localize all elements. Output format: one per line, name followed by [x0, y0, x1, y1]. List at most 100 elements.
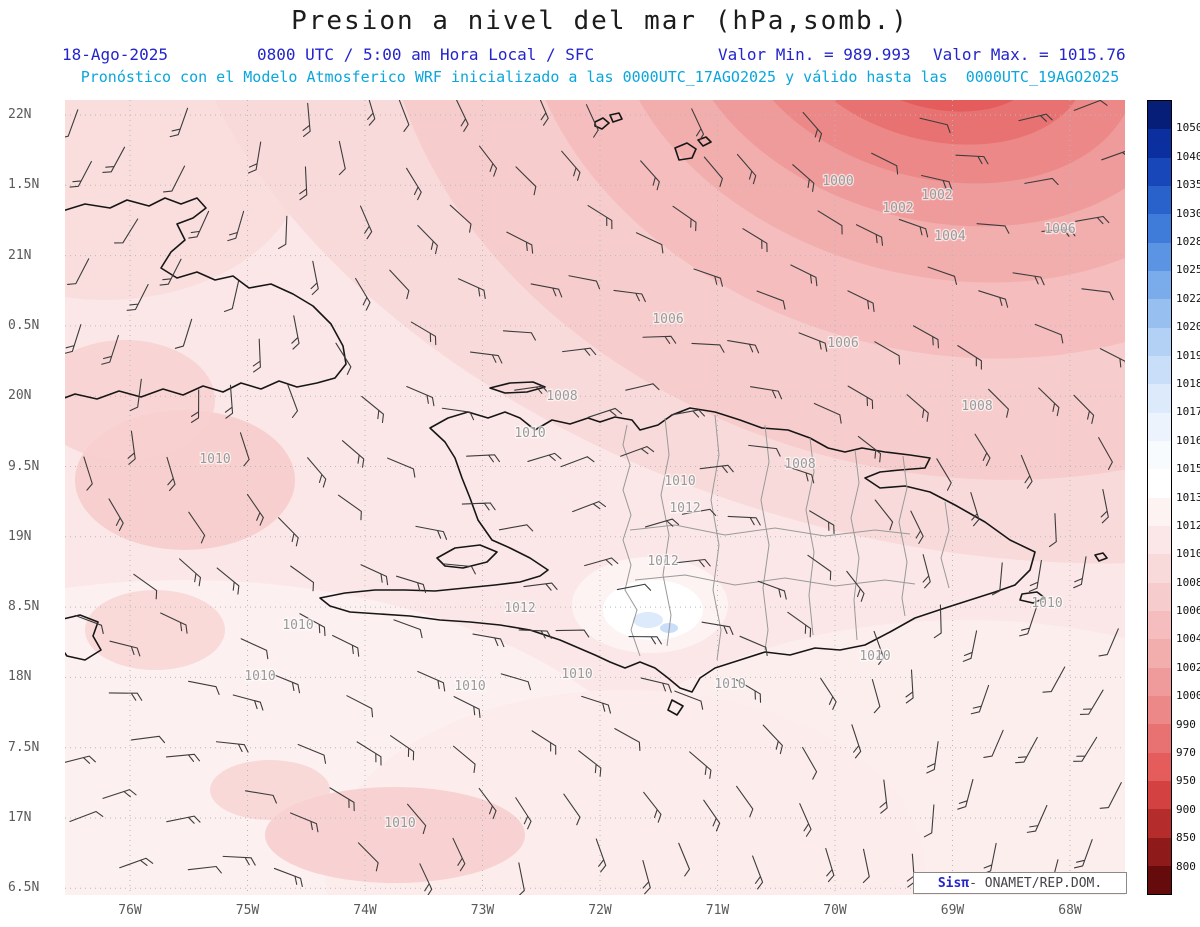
wind-barb-icon — [398, 100, 410, 132]
wind-barb-icon — [976, 223, 1010, 234]
map-title: Presion a nivel del mar (hPa,somb.) — [291, 6, 909, 36]
contour-label: 1012 — [669, 501, 700, 516]
wind-barb-icon — [187, 865, 222, 874]
wind-barb-icon — [1012, 272, 1045, 286]
wind-barb-icon — [130, 735, 166, 744]
wind-barb-icon — [518, 629, 552, 639]
colorbar-tick-label: 800 — [1176, 859, 1196, 873]
wind-barb-icon — [1019, 606, 1038, 637]
wind-barb-icon — [119, 857, 154, 869]
wind-barb-icon — [178, 558, 202, 587]
wind-barb-icon — [921, 174, 953, 191]
wind-barb-icon — [983, 729, 1004, 758]
wind-barb-icon — [642, 860, 651, 895]
colorbar-tick-label: 1016 — [1176, 433, 1200, 447]
wind-barb-icon — [762, 724, 783, 755]
contour-label: 1010 — [1031, 596, 1062, 611]
wind-barb-icon — [224, 384, 234, 419]
wind-barb-icon — [240, 638, 269, 660]
wind-barb-icon — [469, 351, 503, 364]
wind-barb-icon — [970, 684, 990, 715]
lat-axis-label: 0.5N — [8, 317, 40, 333]
wind-barb-icon — [356, 741, 382, 766]
longitude-axis: 76W 75W 74W 73W 72W 71W 70W 69W 68W — [65, 903, 1125, 921]
lat-axis-label: 6.5N — [8, 880, 40, 896]
wind-barb-icon — [962, 630, 978, 662]
wind-barb-icon — [933, 604, 942, 639]
colorbar-segment — [1148, 355, 1171, 385]
wind-barb-icon — [748, 444, 781, 457]
wind-barb-icon — [449, 204, 472, 233]
wind-barb-icon — [252, 338, 261, 373]
wind-barb-icon — [825, 847, 835, 883]
colorbar-segment — [1148, 639, 1171, 668]
wind-barb-icon — [415, 525, 448, 540]
wind-barb-icon — [1098, 628, 1119, 657]
wind-barb-icon — [246, 493, 264, 526]
wind-barb-icon — [847, 385, 874, 410]
colorbar-segment — [1148, 440, 1171, 470]
wind-barb-icon — [102, 789, 137, 799]
contour-label: 1010 — [244, 669, 275, 684]
wind-barb-icon — [515, 797, 532, 830]
colorbar-tick-label: 1004 — [1176, 632, 1200, 646]
wind-barb-icon — [578, 750, 602, 777]
latitude-axis: 22N 1.5N 21N 0.5N 20N 9.5N 19N 8.5N 18N 7.5N 17N 6.… — [8, 100, 62, 895]
wind-barb-icon — [101, 334, 119, 365]
wind-barb-icon — [670, 409, 706, 418]
lat-axis-label: 7.5N — [8, 739, 40, 755]
wind-barb-icon — [919, 117, 951, 134]
wind-barb-icon — [337, 494, 362, 521]
wind-barb-icon — [359, 205, 373, 240]
wind-barb-icon — [588, 407, 623, 418]
colorbar-segment — [1148, 582, 1171, 611]
wind-barb-icon — [625, 383, 660, 391]
wind-barb-icon — [703, 156, 723, 188]
wind-barb-icon — [387, 457, 416, 478]
wind-barb-icon — [455, 100, 469, 132]
colorbar-segment — [1148, 327, 1171, 356]
wind-barb-icon — [752, 855, 764, 890]
wind-barb-icon — [531, 730, 557, 755]
wind-barb-icon — [443, 563, 476, 575]
wind-barb-icon — [1073, 556, 1087, 589]
wind-barb-icon — [862, 848, 870, 884]
wind-barb-icon — [346, 695, 374, 718]
wind-barb-icon — [613, 289, 646, 303]
wind-barb-icon — [166, 815, 201, 824]
wind-barb-icon — [502, 330, 536, 341]
colorbar-tick-label: 1020 — [1176, 320, 1200, 334]
wind-barb-icon — [595, 838, 607, 873]
wind-barb-icon — [216, 567, 240, 595]
contour-label: 1004 — [934, 229, 965, 244]
wind-barb-icon — [736, 153, 757, 185]
wind-barb-icon — [813, 402, 842, 424]
colorbar-segment — [1148, 299, 1171, 328]
wind-barb-icon — [798, 332, 828, 352]
wind-barb-icon — [912, 325, 940, 349]
wind-barb-icon — [332, 634, 360, 657]
wind-barb-icon — [1073, 736, 1098, 762]
wind-barb-icon — [67, 258, 90, 285]
wind-barb-icon — [453, 696, 481, 718]
colorbar-tick-label: 990 — [1176, 717, 1196, 731]
colorbar-tick-label: 1028 — [1176, 234, 1200, 248]
wind-barb-icon — [1100, 489, 1109, 524]
wind-barb-icon — [1098, 437, 1113, 470]
wind-barb-icon — [799, 803, 812, 837]
wind-barb-icon — [560, 456, 595, 468]
wind-barb-icon — [727, 340, 760, 354]
wind-barb-icon — [936, 458, 952, 491]
wind-barb-icon — [1099, 782, 1122, 809]
wind-barb-icon — [498, 524, 534, 532]
contour-label: 1002 — [921, 188, 952, 203]
colorbar-segment — [1148, 270, 1171, 300]
colorbar-segment — [1148, 525, 1171, 555]
wind-barb-icon — [1073, 839, 1093, 869]
wind-barb-icon — [1020, 454, 1033, 489]
wind-barb-icon — [335, 342, 352, 375]
wind-barb-icon — [699, 464, 734, 474]
wind-barb-icon — [820, 677, 837, 710]
colorbar-tick-label: 1025 — [1176, 263, 1200, 277]
lon-axis-label: 69W — [940, 903, 965, 918]
